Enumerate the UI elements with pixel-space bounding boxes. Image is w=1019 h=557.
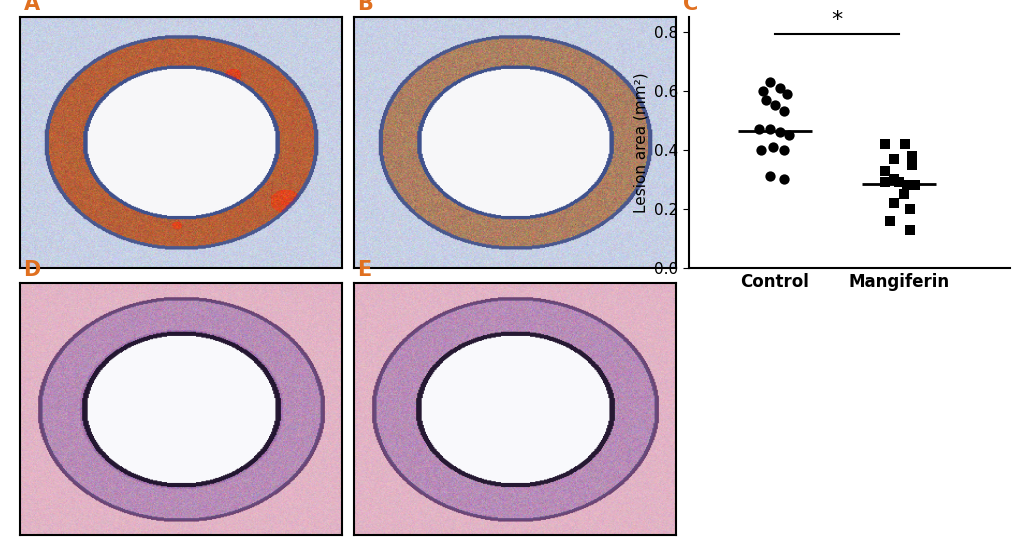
Point: [774, 107, 791, 116]
Point: [901, 225, 917, 234]
Point: [876, 178, 893, 187]
Point: [750, 125, 766, 134]
Text: E: E: [358, 261, 372, 281]
Point: [903, 152, 919, 160]
Text: B: B: [358, 0, 373, 14]
Point: [774, 145, 791, 154]
Point: [884, 175, 901, 184]
Point: [761, 77, 777, 86]
Point: [896, 139, 912, 148]
Point: [884, 199, 901, 208]
Point: [906, 181, 922, 190]
Point: [761, 172, 777, 181]
Point: [884, 154, 901, 163]
Point: [901, 204, 917, 213]
Point: [876, 166, 893, 175]
Point: [779, 89, 795, 98]
Point: [753, 145, 769, 154]
Text: A: A: [23, 0, 40, 14]
Point: [774, 175, 791, 184]
Point: [766, 101, 783, 110]
Y-axis label: Lesion area (mm²): Lesion area (mm²): [633, 72, 648, 213]
Point: [761, 125, 777, 134]
Point: [780, 130, 796, 139]
Point: [898, 181, 914, 190]
Point: [881, 216, 898, 225]
Text: *: *: [830, 10, 842, 30]
Point: [754, 86, 770, 95]
Point: [903, 160, 919, 169]
Text: D: D: [23, 261, 41, 281]
Point: [771, 83, 788, 92]
Point: [763, 143, 780, 152]
Point: [890, 178, 906, 187]
Point: [895, 190, 911, 199]
Point: [876, 139, 893, 148]
Point: [757, 95, 773, 104]
Point: [771, 128, 788, 136]
Text: C: C: [683, 0, 698, 14]
